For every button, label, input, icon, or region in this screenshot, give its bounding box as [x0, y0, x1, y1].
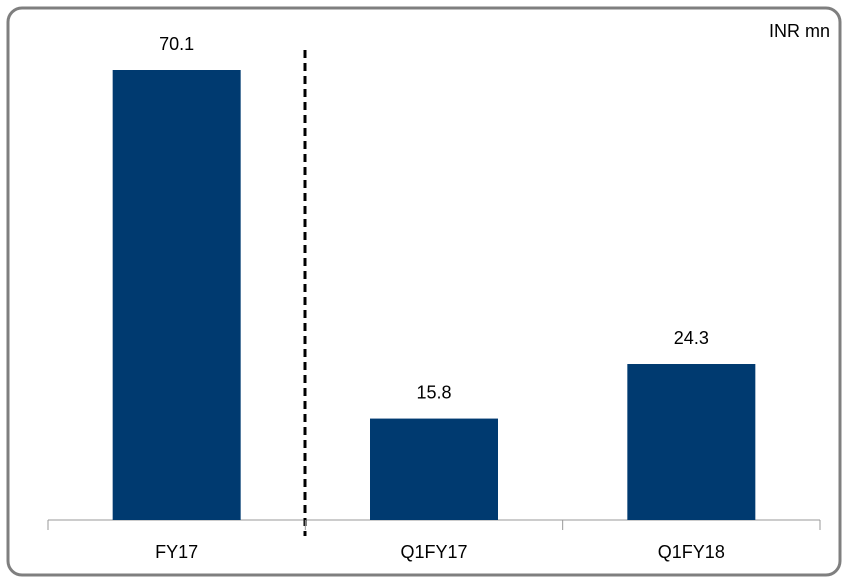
bar — [627, 364, 756, 520]
data-label: 70.1 — [159, 34, 194, 54]
x-tick-label: Q1FY17 — [400, 542, 467, 562]
unit-annotation: INR mn — [769, 21, 830, 41]
x-tick-label: FY17 — [155, 542, 198, 562]
data-label: 24.3 — [674, 328, 709, 348]
bar — [370, 418, 498, 520]
bar — [112, 70, 241, 520]
data-label: 15.8 — [416, 382, 451, 402]
x-tick-label: Q1FY18 — [658, 542, 725, 562]
